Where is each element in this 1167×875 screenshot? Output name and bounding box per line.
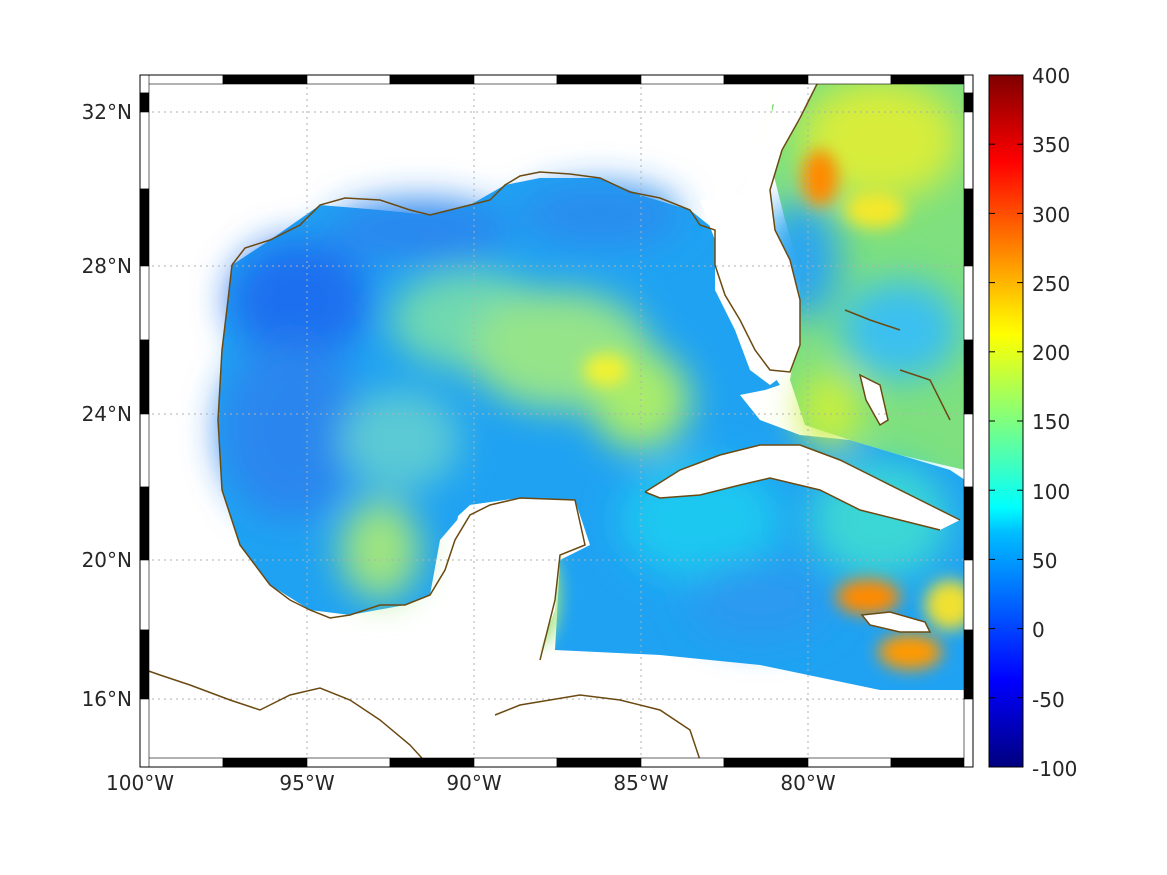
coastlines	[139, 77, 961, 768]
colorbar-tick-label: 0	[1032, 618, 1045, 642]
frame-segment	[139, 413, 150, 488]
mexico-coastline	[217, 264, 586, 661]
frame-segment	[963, 188, 974, 267]
y-tick-label: 20°N	[82, 548, 132, 572]
bahamas-land	[860, 375, 888, 425]
florida-land	[700, 78, 820, 385]
frame-segment	[389, 74, 475, 85]
y-tick-label: 16°N	[82, 687, 132, 711]
frame-segment	[963, 265, 974, 341]
frame-segment	[963, 559, 974, 631]
frame-segment	[473, 757, 558, 768]
frame-segment	[640, 74, 725, 85]
x-tick-label: 95°W	[279, 771, 334, 795]
frame-segment	[389, 757, 475, 768]
y-tick-label: 28°N	[82, 254, 132, 278]
colorbar-ticks	[989, 74, 1023, 768]
map-frame	[139, 74, 974, 768]
colorbar-tick-label: 150	[1032, 410, 1070, 434]
colorbar-tick-label: 300	[1032, 203, 1070, 227]
frame-segment	[963, 413, 974, 488]
jamaica-coastline	[860, 611, 932, 633]
frame-segment	[963, 486, 974, 561]
frame-segment	[139, 698, 150, 768]
frame-segment	[473, 74, 558, 85]
frame-outline	[139, 74, 974, 768]
map-grid	[140, 75, 973, 767]
frame-segment	[139, 92, 150, 113]
y-tick-label: 32°N	[82, 100, 132, 124]
frame-segment	[139, 486, 150, 561]
frame-segment	[139, 265, 150, 341]
x-axis: 100°W 95°W 90°W 85°W 80°W	[106, 771, 836, 795]
frame-segment	[306, 74, 391, 85]
frame-segment	[807, 74, 892, 85]
yucatan-land	[400, 498, 585, 712]
bahamas-coastline	[844, 309, 951, 427]
honduras-coastline	[494, 694, 701, 761]
colorbar-tick-label: 200	[1032, 341, 1070, 365]
frame-segment	[807, 757, 892, 768]
x-tick-label: 80°W	[780, 771, 835, 795]
x-tick-label: 85°W	[613, 771, 668, 795]
frame-segment	[139, 629, 150, 700]
colorbar-tick-label: 50	[1032, 549, 1057, 573]
colorbar-tick-label: 400	[1032, 64, 1070, 88]
frame-segment	[963, 74, 974, 94]
colorbar-tick-label: -100	[1032, 757, 1077, 781]
frame-segment	[306, 757, 391, 768]
cuba-coastline	[644, 444, 961, 531]
frame-segment	[139, 339, 150, 415]
frame-segment	[139, 559, 150, 631]
frame-segment	[963, 111, 974, 190]
frame-segment	[640, 757, 725, 768]
frame-segment	[139, 74, 224, 85]
frame-segment	[556, 74, 642, 85]
cuba-land	[645, 445, 960, 530]
frame-segment	[963, 339, 974, 415]
frame-segment	[963, 92, 974, 113]
frame-segment	[222, 74, 308, 85]
central-america-coastline	[139, 667, 431, 768]
map-plot-area	[139, 74, 974, 768]
frame-segment	[139, 74, 150, 94]
colorbar-tick-label: 350	[1032, 133, 1070, 157]
x-tick-label: 90°W	[446, 771, 501, 795]
colorbar: 400 350 300 250 200 150 100 50 0 -50 -10…	[988, 64, 1077, 781]
y-axis: 32°N 28°N 24°N 20°N 16°N	[82, 100, 132, 711]
colorbar-tick-label: -50	[1032, 688, 1065, 712]
frame-segment	[222, 757, 308, 768]
gulf-coastline	[231, 77, 821, 373]
y-tick-label: 24°N	[82, 402, 132, 426]
colorbar-tick-label: 100	[1032, 480, 1070, 504]
frame-segment	[723, 74, 809, 85]
frame-segment	[139, 188, 150, 267]
frame-segment	[139, 757, 224, 768]
frame-segment	[139, 111, 150, 190]
frame-segment	[963, 698, 974, 768]
frame-segment	[890, 74, 974, 85]
data-field	[218, 78, 973, 712]
frame-segment	[890, 757, 974, 768]
frame-segment	[556, 757, 642, 768]
colorbar-tick-label: 250	[1032, 272, 1070, 296]
x-tick-label: 100°W	[106, 771, 174, 795]
frame-segment	[723, 757, 809, 768]
frame-segment	[963, 629, 974, 700]
